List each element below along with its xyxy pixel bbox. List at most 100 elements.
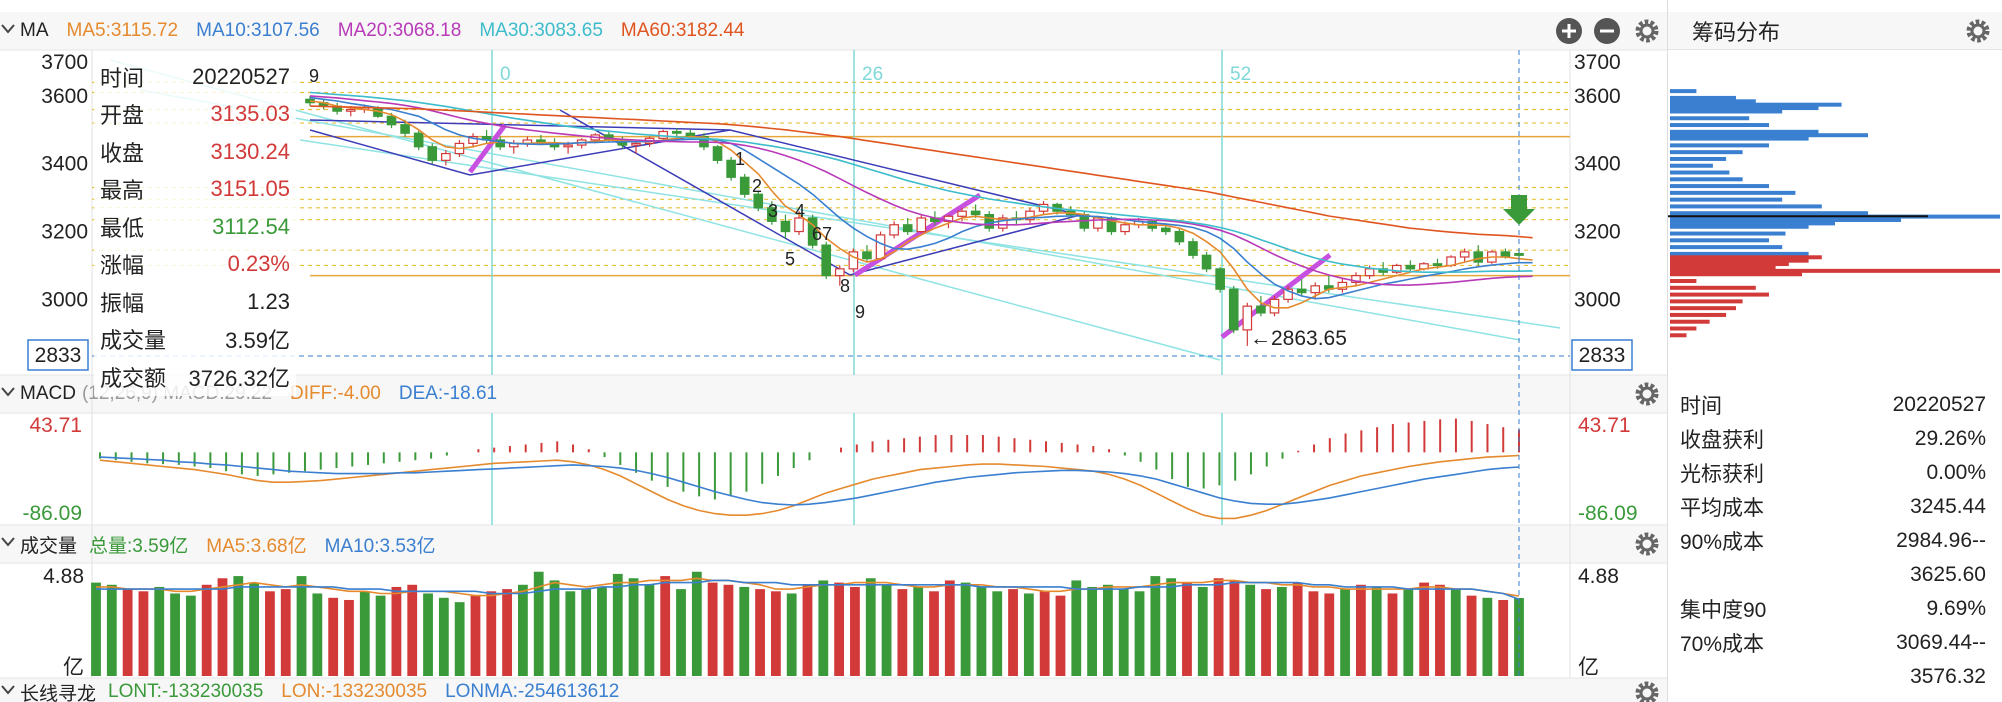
volume-bar (312, 593, 323, 676)
main-settings-gear-icon[interactable] (1635, 19, 1659, 43)
volume-bar (328, 597, 339, 676)
candle-body (712, 146, 723, 161)
ma-line-ma30 (309, 91, 1533, 274)
low-price-annotation: ←2863.65 (1250, 327, 1347, 350)
candle-body (1432, 263, 1443, 267)
tooltip-label: 最低 (100, 215, 145, 241)
chip-stat-label: 平均成本 (1680, 497, 1764, 520)
tooltip-label: 开盘 (100, 103, 145, 129)
volume-bar (723, 584, 734, 676)
chip-bar (1670, 319, 1710, 324)
wave-label: 5 (785, 249, 795, 269)
candle-body (1296, 288, 1307, 294)
chip-stat-value: 29.26% (1914, 427, 1986, 450)
volume-ma-lines (96, 577, 1520, 601)
cycle-label: 26 (862, 64, 883, 85)
volume-unit-label: 亿 (63, 656, 84, 679)
chip-bar (1670, 190, 1796, 195)
main-indicator-name[interactable]: MA (20, 20, 49, 41)
candle-body (1337, 281, 1348, 290)
candle-body (970, 210, 981, 216)
channel-line (299, 139, 1561, 329)
candle-body (767, 207, 777, 222)
long-name[interactable]: 长线寻龙 (20, 683, 97, 702)
chip-bar (1670, 170, 1730, 175)
candle-body (1473, 251, 1484, 263)
tooltip-label: 振幅 (100, 290, 145, 316)
volume-bar (1292, 582, 1303, 676)
volume-bar (217, 578, 228, 676)
tooltip-value: 3151.05 (210, 176, 290, 202)
tooltip-value: 20220527 (192, 63, 290, 89)
long-collapse-chevron-icon[interactable] (1, 685, 15, 695)
volume-bar (770, 591, 781, 676)
volume-bar (296, 576, 307, 676)
y-tick-label: 3000 (1574, 288, 1621, 311)
ohlc-tooltip: 时间 20220527 开盘 3135.03 收盘 3130.24 最高 3151.05… (94, 58, 296, 396)
volume-bar (359, 591, 370, 676)
chip-bar (1670, 326, 1697, 331)
cycle-label: 52 (1230, 64, 1251, 85)
volume-bar (612, 573, 623, 676)
chip-bar (1670, 129, 1819, 134)
volume-bar (138, 591, 149, 676)
ma10-label: MA10:3107.56 (196, 20, 320, 41)
volume-bar (597, 586, 607, 676)
volume-bar (1055, 595, 1066, 676)
wave-label: 2 (752, 176, 762, 196)
macd-histogram (99, 418, 1520, 500)
volume-bar (1071, 580, 1082, 676)
candle-body (1283, 288, 1293, 300)
long-settings-gear-icon[interactable] (1635, 681, 1659, 702)
chip-settings-gear-icon[interactable] (1966, 19, 1990, 43)
volume-bar (201, 584, 212, 676)
chip-stat-label: 时间 (1680, 395, 1722, 418)
volume-settings-gear-icon[interactable] (1635, 532, 1659, 556)
macd-name[interactable]: MACD (20, 383, 76, 404)
macd-settings-gear-icon[interactable] (1635, 382, 1659, 406)
macd-tick-label: -86.09 (22, 502, 82, 525)
chip-bar (1670, 262, 1789, 267)
volume-bar (707, 582, 718, 676)
candle-body (1174, 230, 1185, 243)
volume-bar (1435, 584, 1445, 676)
chip-bar (1670, 109, 1783, 114)
tooltip-value: 3726.32亿 (188, 365, 290, 391)
volume-bar (249, 582, 260, 676)
volume-bar (913, 586, 924, 676)
volume-bar (423, 593, 433, 676)
candle-body (1188, 241, 1198, 256)
macd-collapse-chevron-icon[interactable] (1, 387, 15, 397)
main-collapse-chevron-icon[interactable] (1, 24, 15, 34)
chip-bar (1670, 163, 1713, 168)
tooltip-label: 成交额 (100, 365, 167, 391)
long-header-bg (0, 678, 1667, 702)
volume-bar (1182, 582, 1192, 676)
macd-lines (99, 454, 1520, 520)
chip-stat-value: 2984.96-- (1896, 529, 1986, 552)
chip-bar (1670, 95, 1736, 100)
ma-line-ma10 (309, 96, 1533, 300)
chip-stat-row: 光标获利 0.00% (1668, 456, 2002, 490)
volume-collapse-chevron-icon[interactable] (1, 537, 15, 547)
volume-bar (122, 589, 133, 676)
candle-body (495, 139, 505, 148)
volume-bar (375, 595, 386, 676)
volume-bar (1023, 593, 1034, 676)
volume-bar (960, 582, 971, 676)
ma20-label: MA20:3068.18 (337, 20, 462, 41)
chip-stat-row: 收盘获利 29.26% (1668, 422, 2002, 456)
volume-bar (1498, 599, 1509, 676)
zoom-out-icon[interactable] (1594, 18, 1620, 44)
volume-name[interactable]: 成交量 (20, 535, 78, 557)
zoom-in-icon[interactable] (1556, 18, 1582, 44)
tooltip-value: 0.23% (227, 251, 290, 277)
chip-bar (1670, 136, 1809, 141)
candle-body (1242, 305, 1253, 331)
chip-bar (1670, 285, 1756, 290)
y-tick-label: 3200 (41, 221, 88, 244)
tooltip-value: 3.59亿 (225, 328, 290, 354)
tooltip-value: 3112.54 (212, 213, 290, 239)
